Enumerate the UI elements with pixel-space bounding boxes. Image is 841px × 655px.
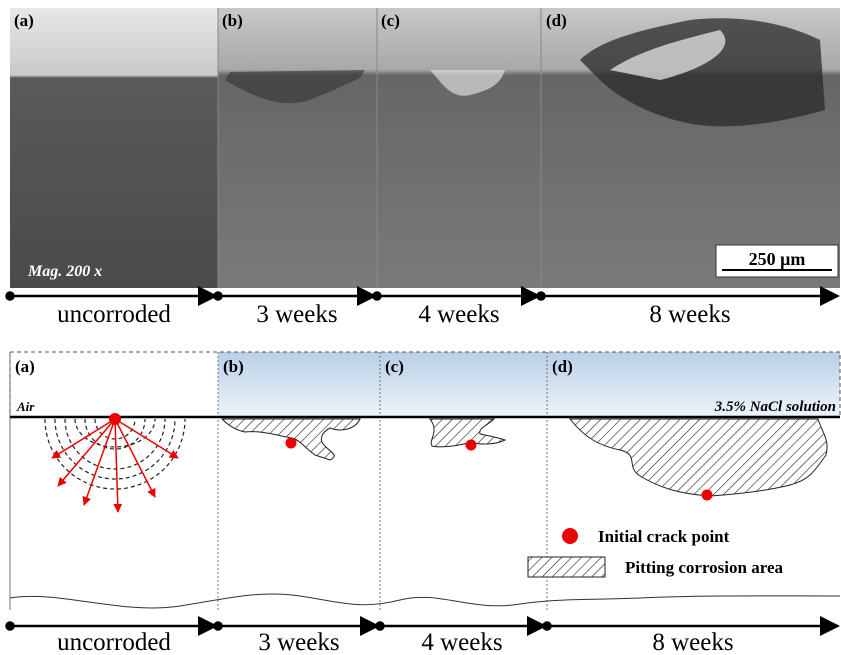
timeline-label: 8 weeks — [649, 301, 730, 328]
panel-label: (b) — [222, 11, 243, 30]
panel-label: (b) — [223, 357, 244, 376]
legend-label: Pitting corrosion area — [625, 558, 784, 577]
timeline-label: 4 weeks — [421, 629, 502, 655]
medium-label: 3.5% NaCl solution — [714, 399, 836, 415]
panel-label: (c) — [385, 357, 404, 376]
scale-bar-label: 250 μm — [749, 249, 806, 269]
panel-label: (c) — [381, 11, 400, 30]
timeline-top — [7, 293, 839, 300]
panel-label: (d) — [552, 357, 573, 376]
timeline-label: 3 weeks — [258, 629, 339, 655]
legend-label: Initial crack point — [598, 527, 730, 546]
figure: (a) (b) (c) (d) Mag. 200 x 250 μm uncorr… — [0, 0, 841, 655]
panel-label: (a) — [14, 11, 34, 30]
sem-images — [10, 8, 840, 288]
timeline-label: 4 weeks — [418, 301, 499, 328]
timeline-label: uncorroded — [57, 301, 171, 328]
timeline-label: uncorroded — [57, 629, 171, 655]
medium-label: Air — [16, 399, 35, 414]
magnification: Mag. 200 x — [27, 263, 102, 280]
timeline-label: 8 weeks — [652, 629, 733, 655]
panel-label: (d) — [546, 11, 567, 30]
panel-label: (a) — [15, 357, 35, 376]
timeline-label: 3 weeks — [256, 301, 337, 328]
